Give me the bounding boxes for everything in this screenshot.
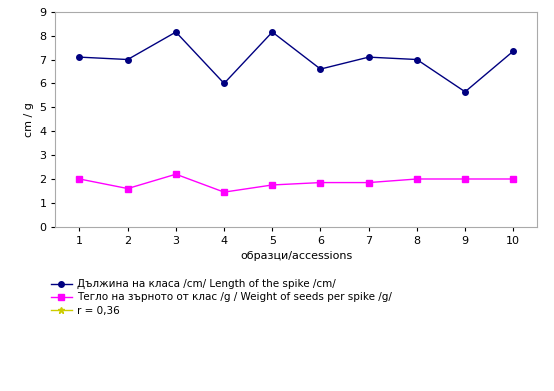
Legend: Дължина на класа /cm/ Length of the spike /cm/, Тегло на зърното от клас /g / We: Дължина на класа /cm/ Length of the spik…: [51, 279, 392, 316]
Y-axis label: cm / g: cm / g: [24, 102, 34, 137]
X-axis label: образци/accessions: образци/accessions: [240, 251, 352, 261]
